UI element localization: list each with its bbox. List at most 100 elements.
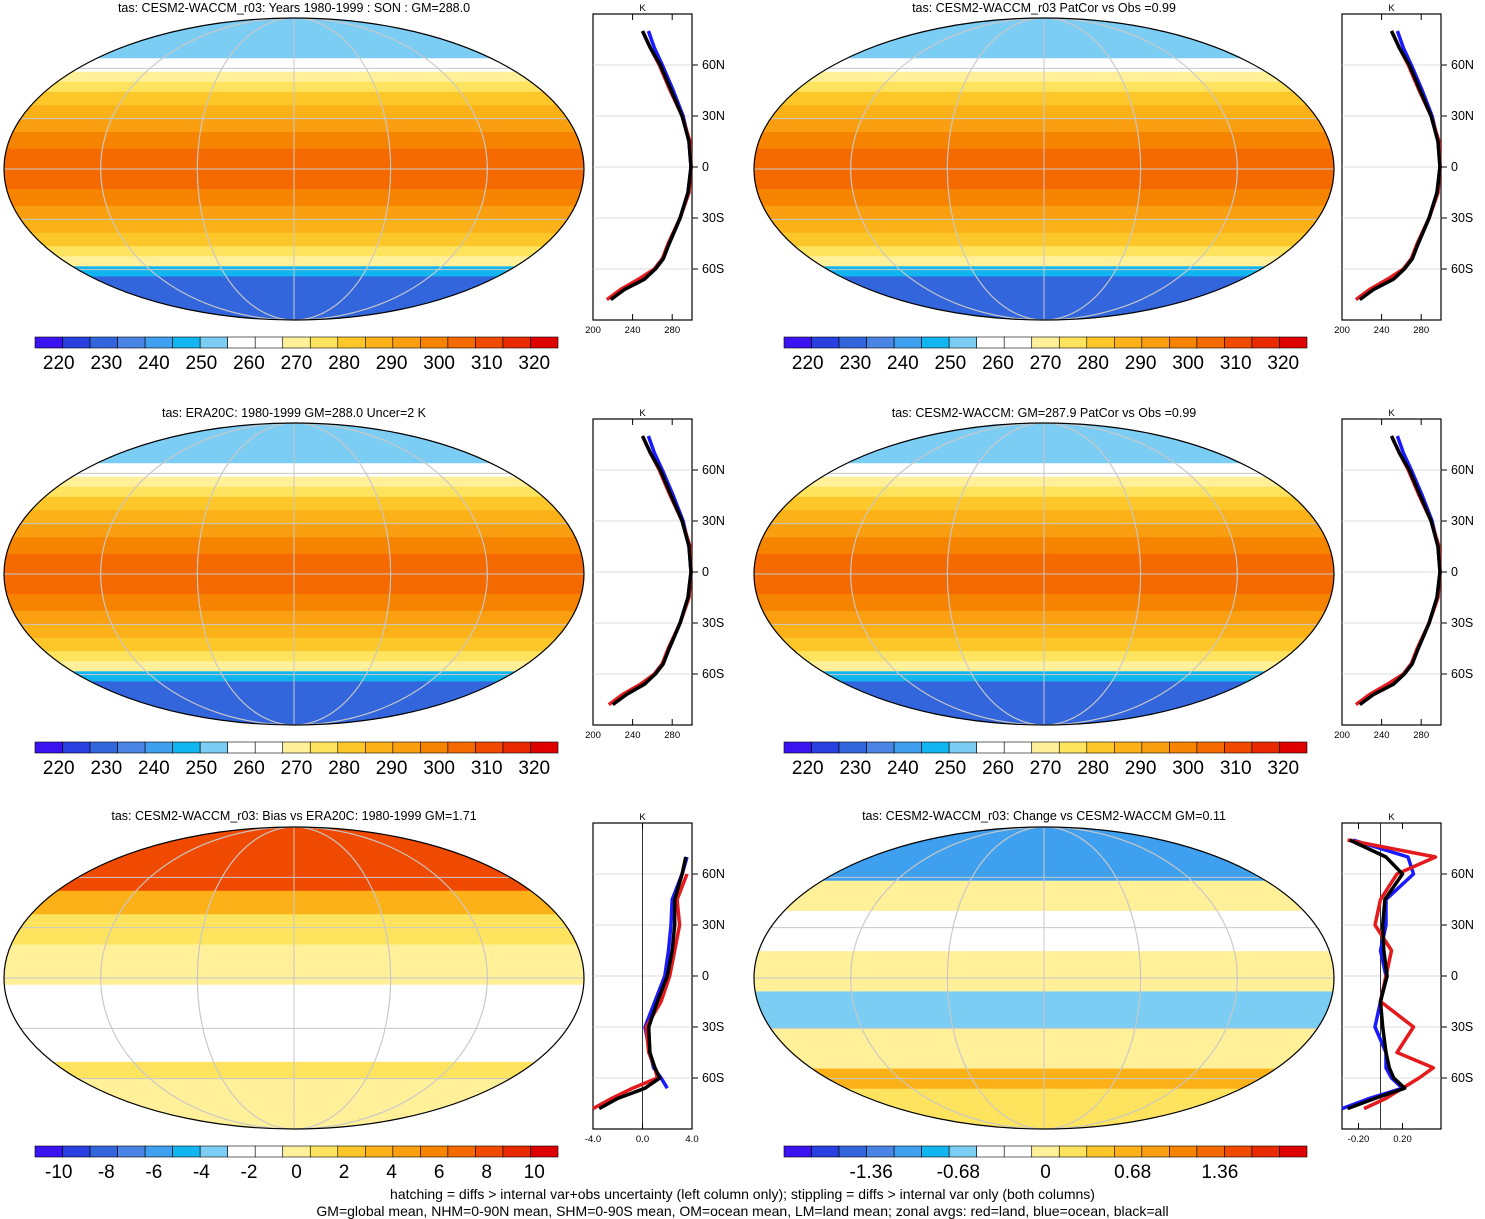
colorbar-label: 270 — [1030, 353, 1062, 374]
colorbar-swatch — [976, 1145, 1005, 1158]
colorbar-swatch — [1251, 1145, 1280, 1158]
zonal-plot: 60N 30N 0 30S 60S 200 240 280 K — [585, 408, 725, 741]
x-tick-label: 240 — [1374, 730, 1390, 741]
colorbar-swatch — [392, 741, 421, 754]
colorbar-swatch — [1003, 1145, 1033, 1158]
colorbar-label: 260 — [982, 758, 1014, 779]
colorbar-label: 280 — [1077, 353, 1109, 374]
unit-label: K — [1388, 3, 1395, 14]
zonal-plot: 60N 30N 0 30S 60S 200 240 280 K — [1334, 408, 1474, 741]
colorbar-label: 320 — [1267, 353, 1299, 374]
colorbar-swatch — [1086, 1145, 1115, 1158]
colorbar-label: 260 — [233, 758, 265, 779]
colorbar-swatch — [365, 741, 394, 754]
colorbar-swatch — [227, 1145, 256, 1158]
colorbar-swatch — [254, 336, 284, 349]
meridian-line — [100, 827, 488, 1129]
zonal-series-ocean — [646, 435, 693, 676]
panel-3: tas: ERA20C: 1980-1999 GM=288.0 Uncer=2 … — [3, 406, 725, 779]
x-tick-label: 280 — [664, 730, 680, 741]
colorbar-swatch — [1058, 1145, 1088, 1158]
colorbar-swatch — [976, 741, 1005, 754]
unit-label: K — [1388, 408, 1395, 419]
colorbar-swatch — [502, 741, 531, 754]
zonal-series-land — [1354, 30, 1442, 302]
colorbar-label: 230 — [839, 353, 871, 374]
colorbar-swatch — [227, 741, 256, 754]
zonal-plot: 60N 30N 0 30S 60S 200 240 280 K — [585, 3, 725, 336]
colorbar-swatch — [1224, 741, 1253, 754]
lat-label: 30S — [1451, 1020, 1473, 1034]
colorbar-swatch — [420, 741, 449, 754]
colorbar-swatch — [199, 336, 228, 349]
colorbar-label: 280 — [328, 758, 360, 779]
colorbar-swatch — [144, 336, 173, 349]
colorbar-label: 240 — [138, 353, 170, 374]
colorbar-swatch — [1031, 336, 1060, 349]
colorbar-swatch — [1141, 336, 1170, 349]
panel-title: tas: CESM2-WACCM_r03: Bias vs ERA20C: 19… — [111, 809, 476, 823]
zonal-series-ocean — [646, 30, 693, 271]
meridian-line — [850, 423, 1238, 725]
colorbar-label: 300 — [423, 758, 455, 779]
map-field — [754, 18, 1334, 320]
colorbar-swatch — [948, 336, 977, 349]
colorbar-swatch — [1003, 336, 1033, 349]
colorbar-swatch — [502, 336, 531, 349]
caption-hatching-note: hatching = diffs > internal var+obs unce… — [390, 1186, 1095, 1202]
colorbar-swatch — [1114, 1145, 1143, 1158]
lat-label: 60N — [702, 867, 725, 881]
map-outline — [3, 826, 585, 1130]
colorbar-swatch — [1114, 741, 1143, 754]
x-tick-label: -4.0 — [585, 1134, 601, 1145]
colorbar-swatch — [838, 336, 867, 349]
lat-label: 60N — [1451, 867, 1474, 881]
colorbar-label: -0.68 — [937, 1162, 980, 1183]
colorbar-swatch — [783, 741, 812, 754]
colorbar-swatch — [62, 1145, 91, 1158]
colorbar-label: 270 — [1030, 758, 1062, 779]
colorbar-label: 1.36 — [1201, 1162, 1238, 1183]
colorbar-label: 240 — [887, 758, 919, 779]
zonal-plot: 60N 30N 0 30S 60S -4.0 0.0 4.0 K — [585, 812, 725, 1145]
x-tick-label: 240 — [1374, 325, 1390, 336]
colorbar-label: -1.36 — [850, 1162, 893, 1183]
map-outline — [753, 826, 1335, 1130]
zonal-series-all — [1358, 435, 1442, 707]
colorbar-swatch — [1086, 741, 1115, 754]
lat-label: 0 — [1451, 160, 1458, 174]
colorbar-swatch — [1086, 336, 1115, 349]
colorbar-label: 270 — [281, 758, 313, 779]
colorbar-swatch — [475, 1145, 504, 1158]
panel-2: tas: CESM2-WACCM_r03 PatCor vs Obs =0.99… — [753, 1, 1474, 374]
colorbar: -10 -8 -6 -4 -2 0 2 4 6 8 10 — [34, 1145, 559, 1183]
colorbar-swatch — [1003, 741, 1033, 754]
colorbar-swatch — [866, 336, 895, 349]
x-tick-label: 240 — [625, 325, 641, 336]
colorbar-label: 250 — [186, 353, 218, 374]
colorbar-swatch — [1031, 1145, 1060, 1158]
lat-label: 30S — [1451, 616, 1473, 630]
colorbar-swatch — [811, 1145, 840, 1158]
colorbar-label: 310 — [471, 353, 503, 374]
x-tick-label: 0.20 — [1393, 1134, 1412, 1145]
colorbar-swatch — [309, 741, 339, 754]
x-tick-label: 280 — [1413, 325, 1429, 336]
lat-label: 30N — [1451, 918, 1474, 932]
colorbar-swatch — [282, 1145, 311, 1158]
lat-label: 30N — [702, 918, 725, 932]
colorbar-label: 310 — [1220, 353, 1252, 374]
colorbar-swatch — [1114, 336, 1143, 349]
zonal-series-all — [611, 435, 693, 707]
x-tick-label: 280 — [1413, 730, 1429, 741]
colorbar-swatch — [172, 1145, 201, 1158]
colorbar-swatch — [1196, 336, 1225, 349]
colorbar-swatch — [1169, 741, 1198, 754]
colorbar-label: 230 — [90, 758, 122, 779]
colorbar-swatch — [921, 336, 950, 349]
colorbar-swatch — [117, 336, 146, 349]
zonal-series-all — [609, 30, 693, 302]
colorbar-swatch — [1058, 336, 1088, 349]
colorbar-swatch — [1169, 336, 1198, 349]
